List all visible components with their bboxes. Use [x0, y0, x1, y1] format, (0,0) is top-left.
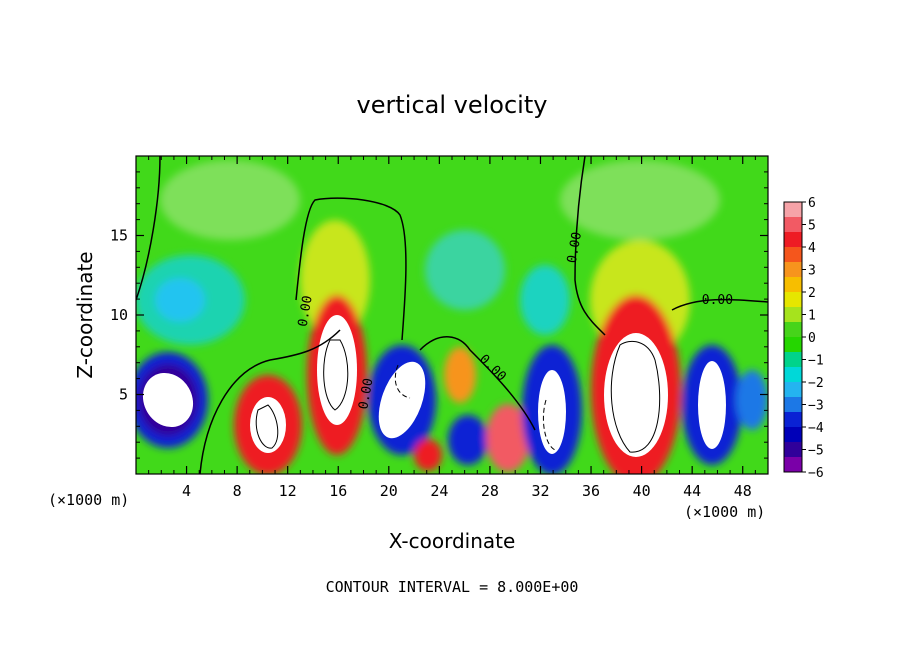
colorbar-label-8: −2 [808, 376, 824, 391]
contour-inner-10 [610, 340, 661, 453]
upper-light-zone-right [560, 160, 720, 240]
updraft-cell-8 [486, 404, 530, 472]
colorbar-swatch-5 [784, 277, 802, 293]
core-11 [698, 361, 726, 449]
colorbar-label-6: 0 [808, 331, 816, 346]
colorbar-label-11: −5 [808, 444, 824, 459]
colorbar-label-10: −4 [808, 421, 824, 436]
colorbar-swatch-1 [784, 217, 802, 233]
contour-left [136, 156, 161, 301]
y-tick-label-0: 5 [119, 386, 128, 404]
contour-inner-3 [323, 339, 349, 411]
colorbar-label-2: 4 [808, 241, 816, 256]
contour-label-3: 0.00 [565, 231, 585, 264]
colorbar-swatch-15 [784, 427, 802, 443]
updraft-cell-5 [414, 439, 442, 471]
x-tick-label-9: 40 [633, 482, 651, 500]
contour-dashed-4 [394, 364, 411, 399]
colorbar-swatch-16 [784, 442, 802, 458]
x-unit-right: (×1000 m) [684, 503, 765, 521]
contour-lower-left [199, 329, 341, 474]
y-tick-label-1: 10 [110, 306, 128, 324]
colorbar: 6 5 4 3 2 1 0 −1 −2 −3 −4 −5 −6 [783, 196, 824, 481]
colorbar-swatch-3 [784, 247, 802, 263]
contour-tower [295, 197, 407, 341]
upper-light-zone-left [160, 160, 300, 240]
cyan-zone-mid [425, 230, 505, 310]
colorbar-label-12: −6 [808, 466, 824, 481]
contour-right-plume [574, 156, 606, 336]
y-tick-label-2: 15 [110, 227, 128, 245]
contour-label-0: 0.00 [296, 294, 316, 327]
core-1 [142, 372, 194, 428]
contour-right-top [671, 298, 768, 311]
colorbar-label-4: 2 [808, 286, 816, 301]
x-tick-label-5: 24 [430, 482, 448, 500]
colorbar-label-1: 5 [808, 219, 816, 234]
contour-interval-note: CONTOUR INTERVAL = 8.000E+00 [326, 578, 579, 596]
colorbar-swatch-11 [784, 367, 802, 383]
contour-inner-2 [255, 404, 279, 449]
core-10 [604, 333, 668, 457]
plot-area: 0.000.000.000.000.00 [136, 156, 768, 474]
colorbar-swatch-4 [784, 262, 802, 278]
colorbar-swatch-6 [784, 292, 802, 308]
colorbar-label-3: 3 [808, 264, 816, 279]
x-tick-label-11: 48 [734, 482, 752, 500]
y-axis-ticks: 5 10 15 [110, 171, 768, 459]
colorbar-swatch-10 [784, 352, 802, 368]
colorbar-swatch-13 [784, 397, 802, 413]
colorbar-label-0: 6 [808, 196, 816, 211]
x-axis-label: X-coordinate [389, 529, 516, 553]
x-tick-label-8: 36 [582, 482, 600, 500]
y-axis-label: Z-coordinate [73, 251, 97, 378]
colorbar-swatch-12 [784, 382, 802, 398]
zero-contours [136, 156, 768, 474]
colorbar-label-9: −3 [808, 399, 824, 414]
x-tick-label-7: 32 [531, 482, 549, 500]
x-tick-label-10: 44 [683, 482, 701, 500]
chart-title: vertical velocity [357, 91, 548, 119]
core-4 [378, 361, 426, 439]
downdraft-cell-12 [736, 370, 768, 430]
colorbar-swatch-0 [784, 202, 802, 218]
contour-label-1: 0.00 [356, 377, 376, 410]
contour-dashed-9 [542, 399, 556, 451]
x-tick-label-2: 12 [279, 482, 297, 500]
x-tick-label-0: 4 [182, 482, 191, 500]
colorbar-swatch-9 [784, 337, 802, 353]
contour-mid-wave [419, 336, 536, 431]
colorbar-swatch-8 [784, 322, 802, 338]
colorbar-swatch-7 [784, 307, 802, 323]
cyan-core-left [155, 278, 205, 322]
contour-label-4: 0.00 [702, 293, 733, 308]
core-9 [538, 370, 566, 454]
updraft-cell-6 [444, 347, 476, 403]
colorbar-label-7: −1 [808, 354, 824, 369]
x-tick-label-3: 16 [329, 482, 347, 500]
x-unit-left: (×1000 m) [48, 491, 129, 509]
x-tick-label-4: 20 [380, 482, 398, 500]
colorbar-swatch-17 [784, 457, 802, 473]
x-axis-ticks: 4 8 12 16 20 24 28 32 36 40 44 48 [148, 156, 756, 500]
colorbar-swatch-14 [784, 412, 802, 428]
colorbar-swatch-2 [784, 232, 802, 248]
downdraft-cell-7 [448, 415, 488, 465]
colorbar-label-5: 1 [808, 309, 816, 324]
cyan-zone-right [520, 265, 570, 335]
x-tick-label-1: 8 [233, 482, 242, 500]
x-tick-label-6: 28 [481, 482, 499, 500]
